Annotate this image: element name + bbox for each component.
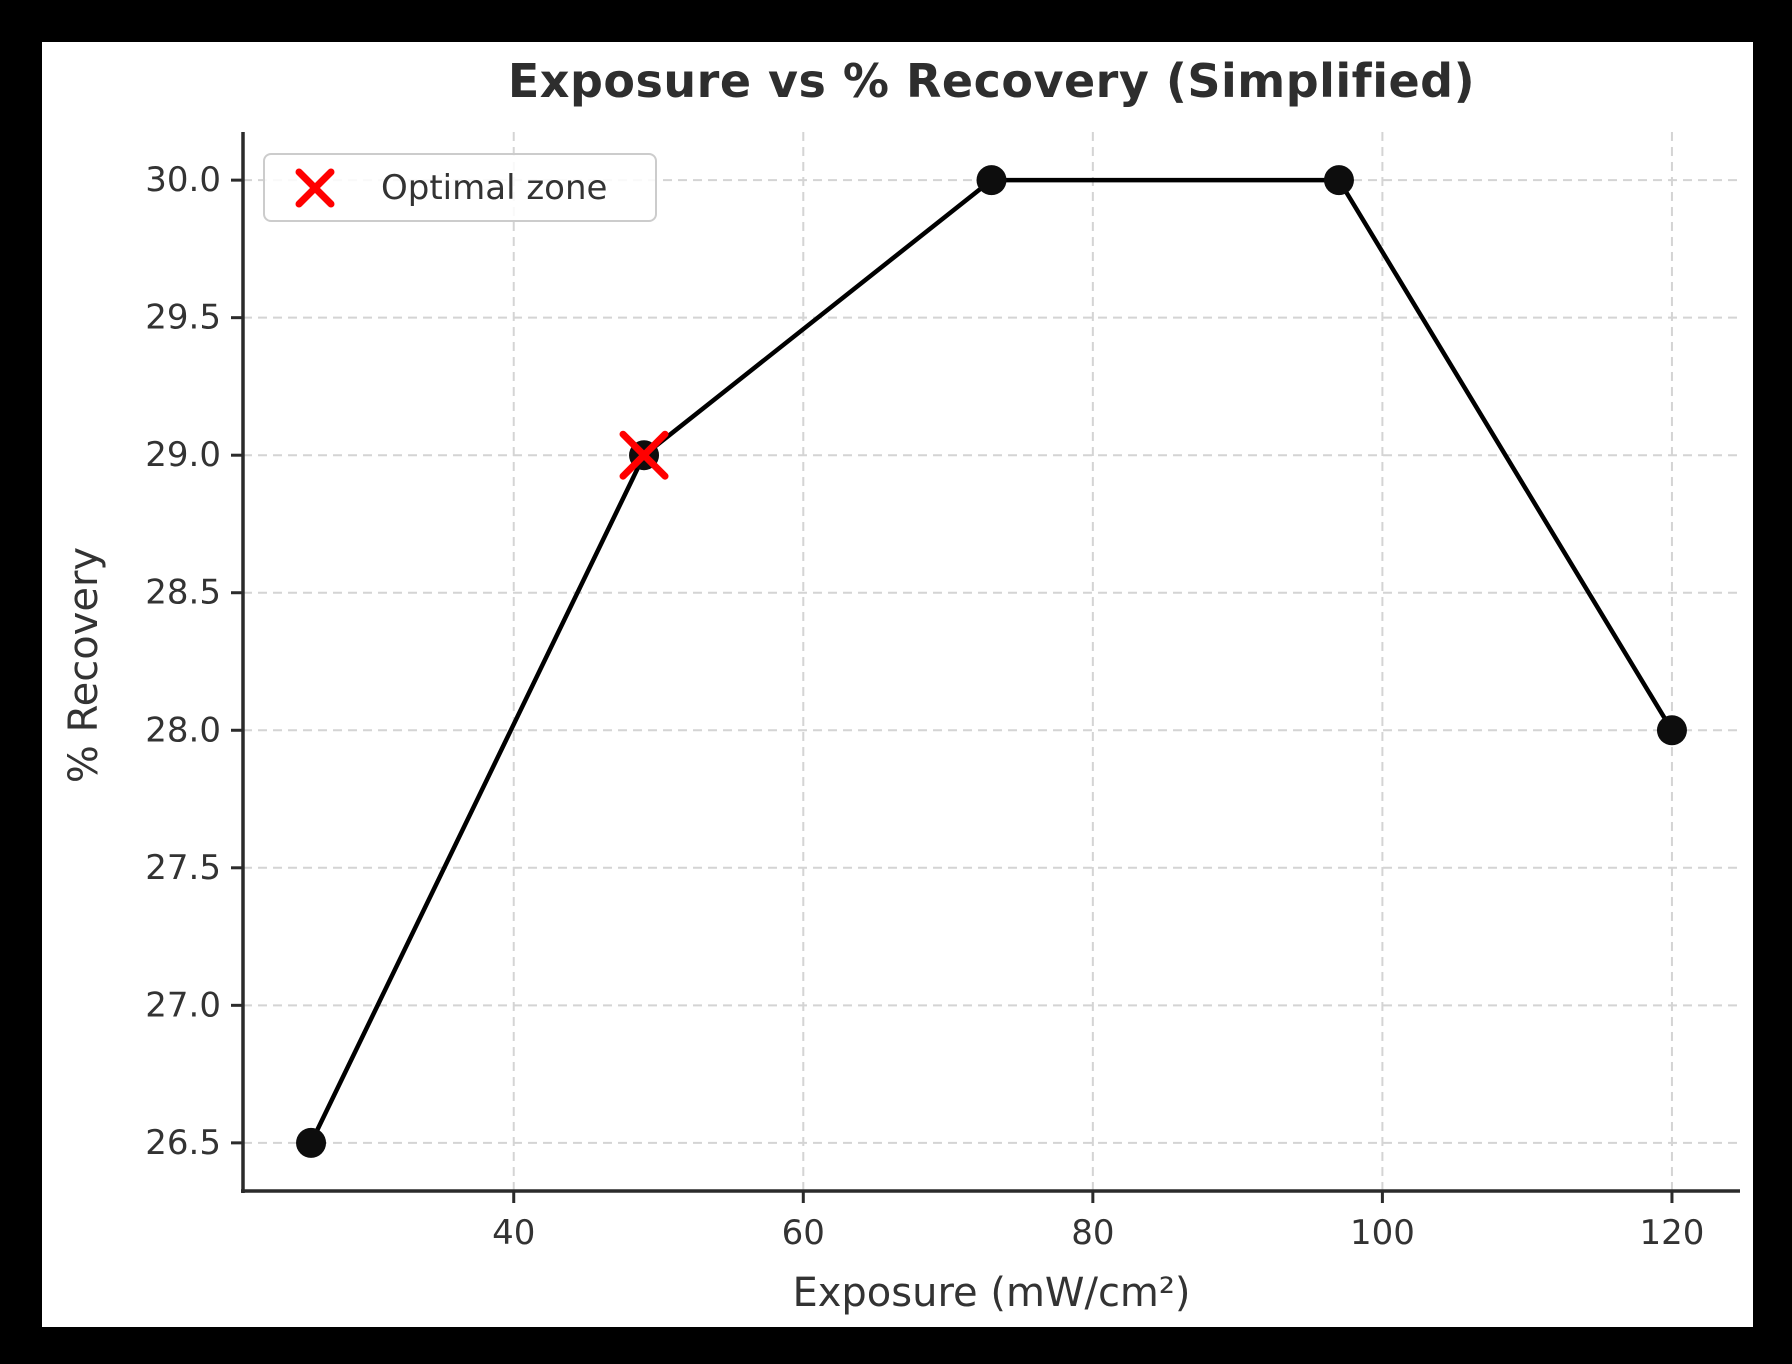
x-tick-label: 80 (1071, 1213, 1114, 1253)
series-line (308, 177, 1675, 1146)
data-point-marker (296, 1127, 327, 1158)
legend-box: Optimal zone (263, 153, 657, 222)
optimal-zone-x-icon (295, 168, 335, 207)
x-axis-label: Exposure (mW/cm²) (792, 1270, 1191, 1316)
data-point-marker (1656, 715, 1687, 746)
data-point-marker (1323, 165, 1354, 196)
x-tick-label: 120 (1640, 1213, 1705, 1253)
plot-area: 26.5 27.0 27.5 28.0 28.5 29.0 29.5 30.0 40 60 80 10… (145, 132, 1740, 1253)
legend-label: Optimal zone (381, 167, 608, 208)
y-tick-label: 28.5 (145, 573, 221, 613)
x-tick-label: 40 (492, 1213, 535, 1253)
x-tick-label: 60 (782, 1213, 825, 1253)
y-tick-label: 29.5 (145, 298, 221, 338)
x-tick-label: 100 (1350, 1213, 1415, 1253)
data-point-marker (976, 165, 1007, 196)
chart-title: Exposure vs % Recovery (Simplified) (507, 54, 1476, 108)
y-tick-label: 30.0 (145, 160, 221, 200)
y-tick-label: 27.0 (145, 985, 221, 1025)
y-axis-label: % Recovery (61, 546, 107, 784)
optimal-zone-marker (619, 430, 669, 480)
y-tick-label: 27.5 (145, 848, 221, 888)
chart-figure: Exposure vs % Recovery (Simplified) 26.5… (42, 42, 1753, 1327)
y-tick-label: 26.5 (145, 1123, 221, 1163)
y-tick-label: 29.0 (145, 435, 221, 475)
y-tick-label: 28.0 (145, 710, 221, 750)
